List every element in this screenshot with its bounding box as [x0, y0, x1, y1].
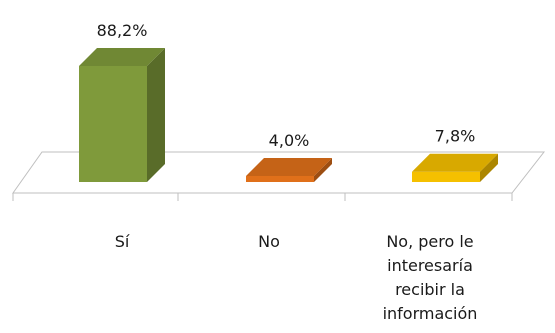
bars-group [79, 48, 498, 182]
category-label-2-line-1: interesaría [387, 256, 473, 275]
bar-top-face [79, 48, 165, 66]
value-label-0: 88,2% [97, 21, 148, 40]
category-label-2-line-0: No, pero le [386, 232, 473, 251]
category-labels-group: Sí No No, pero le interesaría recibir la info… [115, 232, 478, 323]
bar-front-face [246, 176, 314, 182]
bar-front-face [79, 66, 147, 182]
category-label-0-line-0: Sí [115, 232, 130, 251]
bar-side-face [314, 158, 332, 182]
bar-1 [246, 158, 332, 182]
value-label-1: 4,0% [269, 131, 310, 150]
bar-2 [412, 153, 498, 182]
category-label-2-line-2: recibir la [395, 280, 465, 299]
bar-front-face [412, 171, 480, 182]
category-label-2-line-3: información [383, 304, 478, 323]
bar-side-face [480, 153, 498, 182]
bar-top-face [246, 158, 332, 176]
bar-top-face [412, 153, 498, 172]
value-labels-group: 88,2% 4,0% 7,8% [97, 21, 476, 150]
bar-0 [79, 48, 165, 182]
bar-side-face [147, 48, 165, 182]
category-label-1-line-0: No [258, 232, 280, 251]
value-label-2: 7,8% [435, 127, 476, 146]
